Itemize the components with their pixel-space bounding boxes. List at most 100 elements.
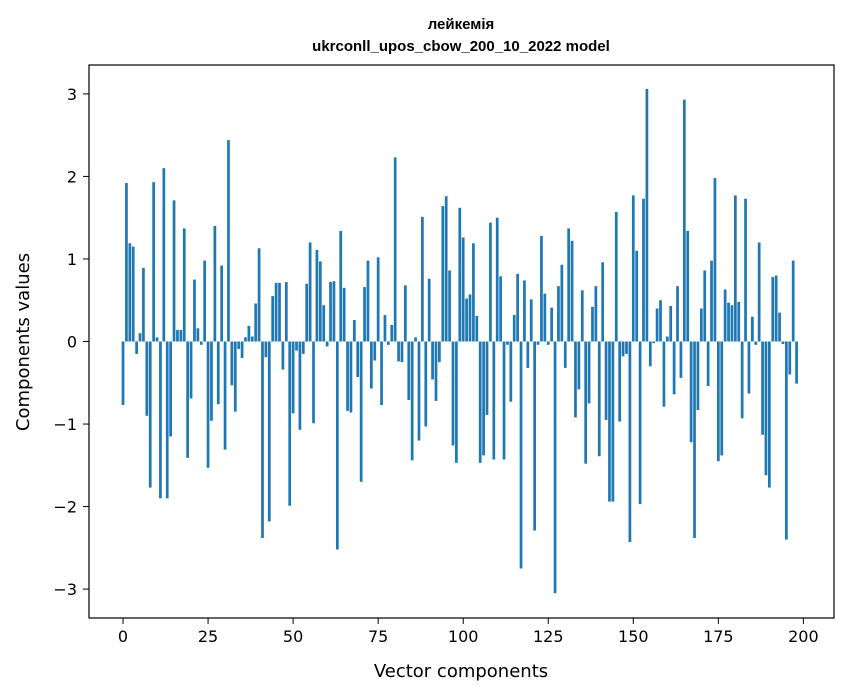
bar-186: [754, 341, 758, 345]
bar-54: [305, 283, 309, 342]
bar-91: [431, 341, 434, 380]
bar-5: [138, 333, 142, 342]
bar-136: [584, 341, 588, 464]
bar-148: [625, 341, 628, 354]
bar-37: [247, 325, 251, 342]
bar-94: [441, 206, 445, 342]
x-tick-label: 175: [703, 627, 734, 646]
bar-163: [676, 286, 679, 342]
bar-181: [737, 301, 741, 342]
bar-131: [567, 228, 571, 342]
bar-147: [621, 341, 625, 357]
bar-59: [322, 305, 326, 342]
bar-180: [733, 195, 737, 342]
bar-73: [369, 341, 373, 389]
bar-12: [162, 168, 166, 342]
bar-127: [553, 341, 557, 594]
bar-68: [352, 320, 356, 342]
bar-23: [199, 341, 203, 345]
bar-53: [301, 341, 305, 354]
bar-187: [757, 242, 761, 342]
bar-7: [145, 341, 149, 416]
bar-13: [165, 341, 169, 499]
x-tick-label: 50: [283, 627, 303, 646]
bar-188: [761, 341, 764, 435]
bar-15: [172, 200, 176, 342]
bar-197: [791, 260, 795, 342]
bar-63: [335, 341, 339, 550]
chart-subtitle: ukrconll_upos_cbow_200_10_2022 model: [312, 38, 610, 55]
bar-64: [339, 230, 343, 342]
x-tick-label: 150: [618, 627, 649, 646]
bar-153: [642, 198, 645, 342]
bar-27: [213, 225, 217, 342]
bar-189: [764, 341, 768, 476]
bar-109: [492, 341, 496, 460]
bar-100: [461, 237, 465, 342]
bar-165: [682, 99, 686, 342]
bar-168: [693, 341, 696, 538]
bar-14: [169, 341, 172, 437]
bar-150: [631, 195, 635, 342]
y-tick-label: 2: [67, 167, 77, 186]
bar-44: [271, 296, 275, 342]
bar-103: [472, 243, 475, 342]
bar-71: [363, 287, 366, 342]
bar-51: [295, 341, 298, 351]
bar-155: [648, 341, 652, 367]
bar-34: [237, 341, 241, 349]
bar-2: [128, 243, 132, 342]
x-tick-label: 25: [198, 627, 218, 646]
bar-169: [696, 341, 700, 411]
bar-36: [244, 337, 247, 342]
y-axis-ticks: 3 2 1 0 −1 −2 −3: [53, 85, 89, 599]
bar-102: [468, 294, 472, 342]
bar-149: [628, 341, 632, 543]
bar-101: [465, 298, 468, 342]
bar-22: [196, 328, 200, 342]
bar-184: [747, 341, 751, 394]
bar-156: [652, 341, 656, 344]
bar-134: [577, 341, 581, 390]
x-tick-label: 200: [788, 627, 819, 646]
x-tick-label: 0: [118, 627, 128, 646]
bar-177: [723, 289, 727, 342]
bar-93: [438, 341, 441, 363]
bar-67: [349, 341, 353, 413]
bar-115: [512, 315, 516, 342]
bar-138: [591, 306, 594, 342]
bar-24: [203, 260, 207, 342]
bar-84: [407, 341, 411, 401]
bar-89: [424, 341, 428, 427]
bar-160: [665, 336, 669, 342]
bar-80: [393, 157, 397, 342]
bar-75: [376, 257, 380, 342]
bar-139: [594, 286, 598, 342]
bar-18: [182, 228, 186, 342]
bar-17: [179, 329, 183, 342]
bar-72: [366, 260, 370, 342]
bar-105: [478, 341, 482, 463]
bar-185: [751, 316, 754, 342]
bar-166: [686, 230, 690, 342]
bar-122: [536, 341, 540, 345]
bar-117: [519, 341, 523, 569]
bar-42: [264, 341, 268, 358]
bar-92: [434, 341, 438, 401]
bar-157: [655, 308, 659, 342]
x-tick-label: 75: [368, 627, 388, 646]
bar-123: [540, 235, 543, 342]
bar-194: [781, 341, 785, 344]
bar-151: [635, 250, 639, 342]
bar-55: [308, 242, 312, 342]
bar-110: [495, 217, 499, 342]
bar-10: [155, 337, 159, 342]
bar-141: [601, 262, 605, 342]
bar-175: [716, 341, 720, 462]
bar-106: [482, 341, 485, 456]
bar-9: [152, 182, 155, 342]
bar-178: [727, 302, 730, 342]
bar-164: [679, 341, 683, 378]
bar-145: [614, 211, 618, 342]
